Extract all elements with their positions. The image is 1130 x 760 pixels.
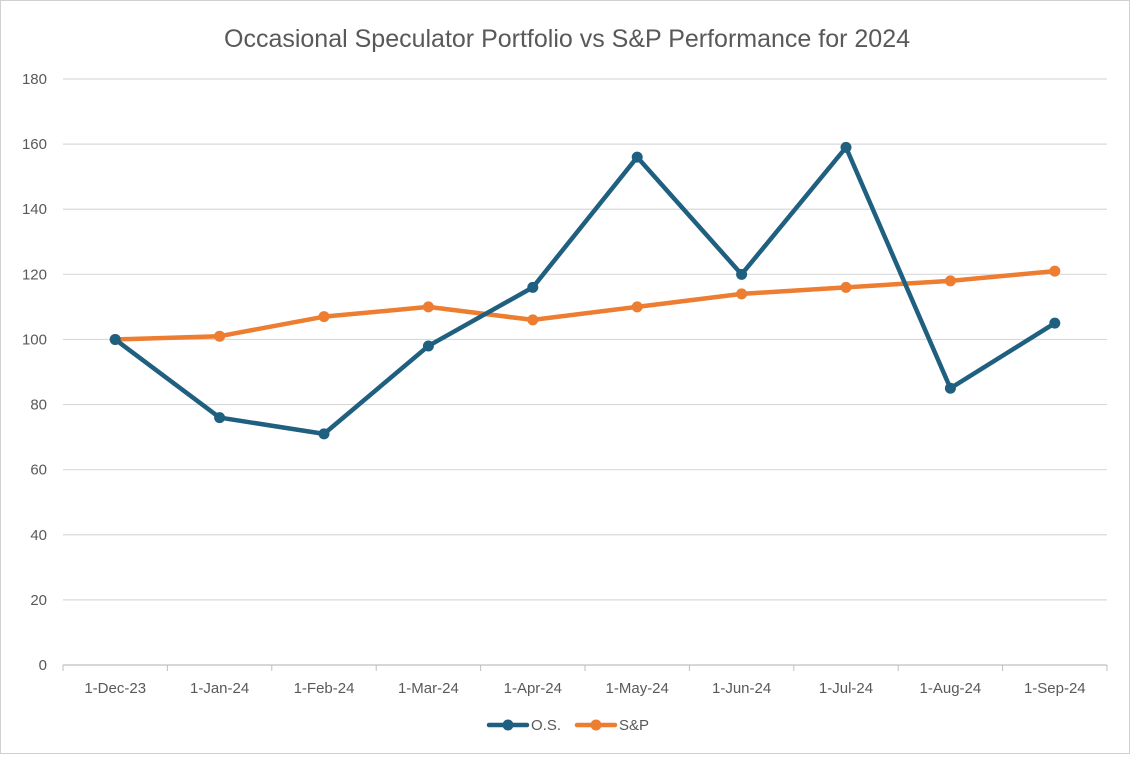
gridlines	[63, 78, 1107, 666]
data-point	[1049, 265, 1061, 277]
data-point	[840, 281, 852, 293]
legend-label: O.S.	[531, 717, 561, 734]
y-tick-label: 160	[22, 136, 47, 153]
series-os	[109, 141, 1061, 440]
x-tick-label: 1-Feb-24	[294, 680, 355, 697]
series-layer	[109, 141, 1061, 440]
data-point	[736, 268, 748, 280]
data-point	[422, 340, 434, 352]
data-point	[214, 330, 226, 342]
data-point	[527, 281, 539, 293]
y-tick-label: 20	[30, 592, 47, 609]
x-tick-label: 1-Jan-24	[190, 680, 249, 697]
chart-title: Occasional Speculator Portfolio vs S&P P…	[224, 25, 910, 53]
legend-label: S&P	[619, 717, 649, 734]
legend-marker	[590, 719, 602, 731]
legend-item: O.S.	[486, 717, 561, 734]
data-point	[631, 301, 643, 313]
data-point	[736, 288, 748, 300]
data-point	[214, 412, 226, 424]
legend: O.S. S&P	[486, 717, 649, 734]
y-axis-ticks: 0 20 40 60 80 100 120 140 160 180	[22, 71, 47, 674]
y-tick-label: 80	[30, 397, 47, 414]
x-axis-ticks: 1-Dec-23 1-Jan-24 1-Feb-24 1-Mar-24 1-Apr-24…	[62, 665, 1108, 697]
y-tick-label: 180	[22, 71, 47, 88]
series-line	[112, 268, 1058, 342]
data-point	[318, 428, 330, 440]
series-line	[112, 145, 1058, 437]
data-point	[944, 382, 956, 394]
x-tick-label: 1-Sep-24	[1024, 680, 1086, 697]
x-tick-label: 1-Apr-24	[504, 680, 562, 697]
data-point	[109, 333, 121, 345]
data-point	[631, 151, 643, 163]
legend-item: S&P	[574, 717, 649, 734]
y-tick-label: 40	[30, 527, 47, 544]
data-point	[527, 314, 539, 326]
y-tick-label: 0	[39, 657, 47, 674]
data-point	[840, 141, 852, 153]
y-tick-label: 60	[30, 462, 47, 479]
x-tick-label: 1-Jul-24	[819, 680, 873, 697]
data-point	[318, 311, 330, 323]
data-point	[1049, 317, 1061, 329]
series-sp	[109, 265, 1061, 345]
y-tick-label: 120	[22, 266, 47, 283]
data-point	[944, 275, 956, 287]
x-tick-label: 1-May-24	[606, 680, 669, 697]
x-tick-label: 1-Dec-23	[84, 680, 146, 697]
x-tick-label: 1-Aug-24	[920, 680, 982, 697]
data-point	[422, 301, 434, 313]
y-tick-label: 100	[22, 331, 47, 348]
x-tick-label: 1-Jun-24	[712, 680, 771, 697]
y-tick-label: 140	[22, 201, 47, 218]
x-tick-label: 1-Mar-24	[398, 680, 459, 697]
legend-marker	[502, 719, 514, 731]
